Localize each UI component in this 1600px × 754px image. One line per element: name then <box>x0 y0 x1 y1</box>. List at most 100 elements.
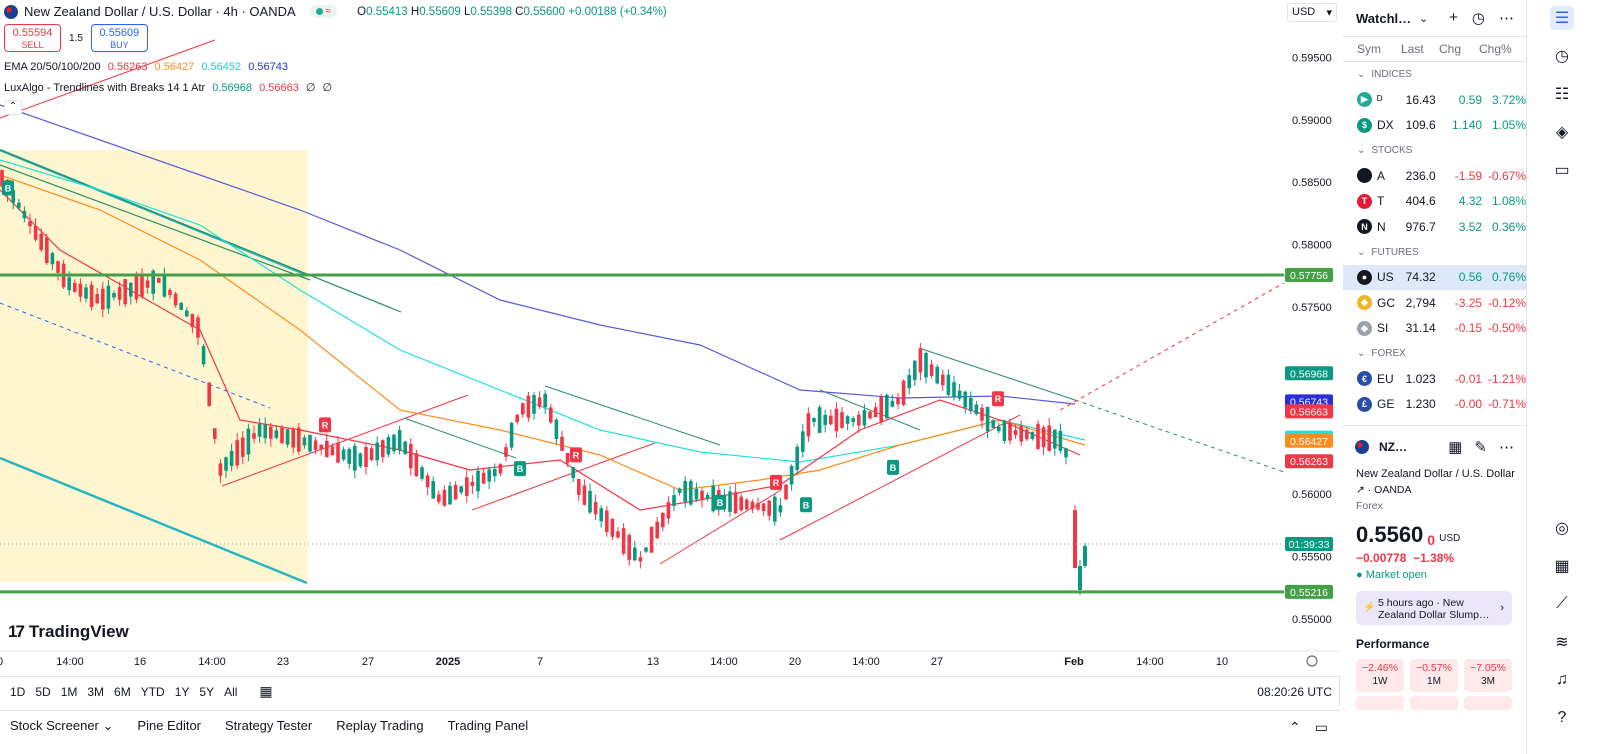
y-tick-label: 0.55000 <box>1292 614 1332 626</box>
watchlist-section[interactable]: ⌄ FUTURES <box>1357 246 1419 258</box>
luxalgo-indicator-legend[interactable]: LuxAlgo - Trendlines with Breaks 14 1 At… <box>4 81 332 94</box>
perf-cell[interactable] <box>1464 696 1512 710</box>
col-last[interactable]: Last <box>1401 42 1424 56</box>
chat-icon[interactable]: ▭ <box>1554 162 1570 179</box>
alerts-clock-icon[interactable]: ◷ <box>1471 10 1485 27</box>
candle <box>117 287 122 300</box>
perf-1m[interactable]: −0.57% 1M <box>1410 659 1458 692</box>
candle <box>935 366 939 384</box>
expand-panel-icon[interactable]: ⌃ <box>1289 719 1301 735</box>
watchlist-row[interactable]: € EU 1.023 -0.01 -1.21% <box>1343 366 1526 392</box>
edit-icon[interactable]: ✎ <box>1474 439 1487 456</box>
sell-button[interactable]: 0.55594 SELL <box>4 24 61 52</box>
tab-replay-trading[interactable]: Replay Trading <box>336 718 424 733</box>
watchlist-section[interactable]: ⌄ FOREX <box>1357 348 1406 359</box>
chart-ideas-icon[interactable]: ⟋ <box>1556 595 1568 612</box>
grid-icon[interactable]: ▦ <box>1448 439 1463 456</box>
range-3m[interactable]: 3M <box>87 684 105 699</box>
candle <box>397 430 402 451</box>
range-all[interactable]: All <box>224 684 238 699</box>
price-label <box>1285 433 1333 448</box>
x-tick-label: 2025 <box>436 656 460 668</box>
calendar-icon[interactable]: ▦ <box>259 683 273 699</box>
range-1d[interactable]: 1D <box>10 684 26 699</box>
tab-stock-screener[interactable]: Stock Screener ⌄ <box>10 717 114 733</box>
target-icon[interactable]: ◎ <box>1555 520 1569 537</box>
sell-price: 0.55594 <box>12 27 53 39</box>
watchlist-row[interactable]: ▶ ᴰ 16.43 0.59 3.72% <box>1343 87 1526 113</box>
collapse-legend-button[interactable]: ⌃ <box>4 100 22 115</box>
watchlist-row[interactable]: $ DX 109.6 1.140 1.05% <box>1343 113 1526 139</box>
perf-1w[interactable]: −2.46% 1W <box>1356 659 1404 692</box>
candle <box>431 481 435 499</box>
detail-source[interactable]: ↗ · OANDA <box>1356 484 1412 496</box>
maximize-panel-icon[interactable]: ▭ <box>1314 719 1328 735</box>
candle <box>616 531 620 538</box>
price-chart[interactable]: 0.59500 0.59000 0.58500 0.58000 0.57500 0.560… <box>0 0 1340 676</box>
spread-value: 1.5 <box>69 32 83 44</box>
add-list-icon[interactable]: ☷ <box>1554 86 1570 103</box>
buy-button[interactable]: 0.55609 BUY <box>90 24 148 52</box>
candle <box>297 427 301 452</box>
candle <box>134 276 139 300</box>
candle <box>386 437 391 455</box>
more-options-icon[interactable]: ⋯ <box>1499 10 1514 27</box>
watchlist-row[interactable]: ◆ GC 2,794 -3.25 -0.12% <box>1343 290 1526 316</box>
candle <box>621 528 626 554</box>
candle <box>129 282 133 297</box>
range-1y[interactable]: 1Y <box>174 684 190 699</box>
col-sym[interactable]: Sym <box>1357 42 1381 56</box>
chart-area[interactable]: 0.59500 0.59000 0.58500 0.58000 0.57500 0.560… <box>0 0 1340 735</box>
candle <box>453 484 458 500</box>
market-status-pill[interactable]: ≈ <box>309 5 338 18</box>
watchlist-row[interactable]: A 236.0 -1.59 -0.67% <box>1343 163 1526 189</box>
bell-icon[interactable]: ♫ <box>1556 671 1568 688</box>
ema-indicator-legend[interactable]: EMA 20/50/100/200 0.56263 0.56427 0.5645… <box>4 61 288 73</box>
candle <box>941 374 945 386</box>
watchlist-row[interactable]: ● US 74.32 0.56 0.76% <box>1343 264 1526 290</box>
candle <box>1064 448 1068 458</box>
watchlist-row[interactable]: T T 404.6 4.32 1.08% <box>1343 189 1526 215</box>
range-5d[interactable]: 5D <box>35 684 51 699</box>
alarm-clock-icon[interactable]: ◷ <box>1555 48 1569 65</box>
perf-cell[interactable] <box>1356 696 1404 710</box>
col-chgp[interactable]: Chg% <box>1479 42 1512 56</box>
detail-symbol[interactable]: NZ… <box>1379 440 1407 454</box>
watchlist-title[interactable]: Watchl… <box>1356 10 1412 26</box>
range-6m[interactable]: 6M <box>114 684 131 699</box>
watchlist-row[interactable]: £ GE 1.230 -0.00 -0.71% <box>1343 392 1526 418</box>
row-last: 236.0 <box>1405 168 1436 183</box>
tab-strategy-tester[interactable]: Strategy Tester <box>225 718 313 733</box>
range-ytd[interactable]: YTD <box>140 684 165 699</box>
tab-trading-panel[interactable]: Trading Panel <box>447 718 529 733</box>
news-item[interactable]: ⚡ 5 hours ago · New Zealand Dollar Slump… <box>1356 591 1512 625</box>
chevron-down-icon[interactable]: ⌄ <box>1419 12 1429 25</box>
y-tick-label: 0.59500 <box>1292 52 1332 64</box>
perf-cell[interactable] <box>1410 696 1458 710</box>
more-options-icon[interactable]: ⋯ <box>1499 439 1514 456</box>
trendline <box>819 389 921 431</box>
symbol-title[interactable]: New Zealand Dollar / U.S. Dollar · 4h · … <box>24 4 296 19</box>
range-1m[interactable]: 1M <box>60 684 78 699</box>
help-icon[interactable]: ? <box>1557 709 1567 726</box>
candle <box>526 395 531 418</box>
broadcast-icon[interactable]: ≋ <box>1555 634 1569 651</box>
calendar-icon[interactable]: ▦ <box>1554 558 1570 575</box>
watchlist-section[interactable]: ⌄ STOCKS <box>1357 145 1413 156</box>
add-symbol-icon[interactable]: + <box>1449 9 1458 26</box>
watchlist-row[interactable]: N N 976.7 3.52 0.36% <box>1343 214 1526 240</box>
tab-pine-editor[interactable]: Pine Editor <box>137 718 201 733</box>
currency-select[interactable]: USD ▾ <box>1287 3 1337 22</box>
row-symbol: EU <box>1377 371 1394 386</box>
watchlist-icon[interactable]: ☰ <box>1550 6 1574 30</box>
watchlist-section[interactable]: ⌄ INDICES <box>1357 69 1412 80</box>
y-tick-label: 0.55500 <box>1292 551 1332 563</box>
candle <box>929 364 934 376</box>
watchlist-row[interactable]: ◆ SI 31.14 -0.15 -0.50% <box>1343 316 1526 342</box>
col-chg[interactable]: Chg <box>1439 42 1462 56</box>
layers-icon[interactable]: ◈ <box>1555 124 1569 141</box>
range-5y[interactable]: 5Y <box>199 684 215 699</box>
utc-time[interactable]: 08:20:26 UTC <box>1257 685 1332 699</box>
candle <box>1073 510 1077 568</box>
perf-3m[interactable]: −7.05% 3M <box>1464 659 1512 692</box>
